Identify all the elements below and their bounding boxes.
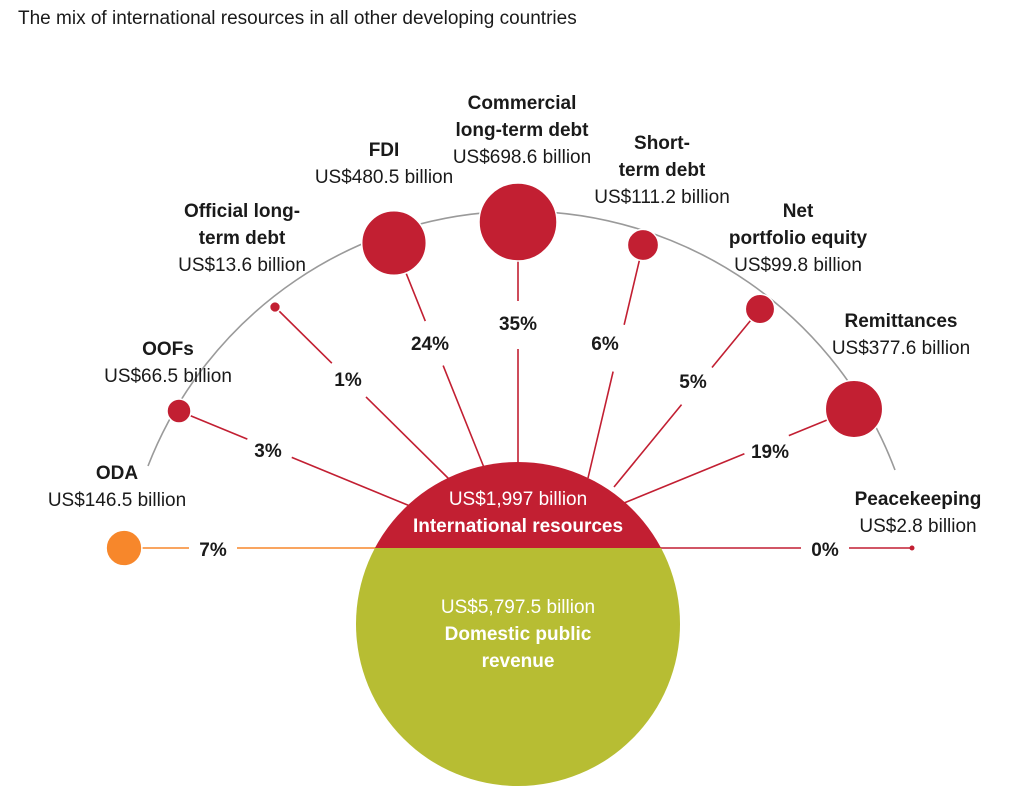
bubble-commercial [478, 182, 558, 262]
item-amount: US$66.5 billion [104, 366, 232, 387]
share-label: 24% [410, 334, 450, 355]
item-name-line2: long-term debt [455, 120, 589, 141]
item-name: FDI [368, 140, 400, 161]
item-amount: US$146.5 billion [47, 490, 187, 511]
item-name: OOFs [142, 339, 194, 360]
item-label: FDI US$480.5 billion [274, 137, 494, 191]
item-name: Remittances [844, 311, 958, 332]
item-name: Official long- [183, 201, 301, 222]
bubble-oofs [166, 398, 192, 424]
item-name-line2: portfolio equity [728, 228, 868, 249]
connector-line [587, 371, 614, 479]
item-amount: US$2.8 billion [859, 516, 977, 537]
share-label: 5% [679, 372, 707, 393]
bubble-short [626, 228, 660, 262]
bubble-net [744, 293, 776, 325]
connector-line [613, 404, 683, 488]
item-label: Short-term debt US$111.2 billion [552, 130, 772, 211]
domestic-center-label: US$5,797.5 billion Domestic public reven… [388, 594, 648, 675]
item-amount: US$111.2 billion [594, 187, 730, 208]
item-amount: US$99.8 billion [734, 255, 862, 276]
item-name: ODA [95, 463, 139, 484]
item-name-line2: term debt [618, 160, 706, 181]
item-amount: US$480.5 billion [314, 167, 454, 188]
share-label: 1% [334, 370, 362, 391]
item-amount: US$377.6 billion [831, 338, 971, 359]
domestic-label-line2: revenue [481, 651, 555, 672]
item-amount: US$13.6 billion [178, 255, 306, 276]
share-label: 7% [199, 540, 227, 561]
item-name: Net [782, 201, 814, 222]
bubble-fdi [360, 209, 428, 277]
connector-line [365, 396, 451, 481]
item-label: Net portfolio equity US$99.8 billion [688, 198, 908, 279]
connector-line [623, 453, 745, 504]
domestic-revenue-circle [356, 548, 680, 786]
item-label: Peacekeeping US$2.8 billion [808, 486, 1010, 540]
item-label: Official long-term debt US$13.6 billion [132, 198, 352, 279]
chart-title: The mix of international resources in al… [18, 8, 577, 29]
international-resources-segment [374, 462, 662, 548]
domestic-label-line1: Domestic public [444, 624, 592, 645]
international-amount: US$1,997 billion [448, 489, 588, 510]
international-label: International resources [412, 516, 624, 537]
connector-line [274, 306, 333, 364]
bubble-remittances [824, 379, 884, 439]
share-label: 3% [254, 441, 282, 462]
bubble-oda [105, 529, 143, 567]
item-label: OOFs US$66.5 billion [58, 336, 278, 390]
item-label: ODA US$146.5 billion [7, 460, 227, 514]
share-label: 35% [498, 314, 538, 335]
international-center-label: US$1,997 billion International resources [388, 486, 648, 540]
share-label: 6% [591, 334, 619, 355]
item-name: Commercial [467, 93, 577, 114]
item-label: Commercial long-term debt US$698.6 billion [412, 90, 632, 171]
bubble-peacekeeping [909, 545, 915, 551]
item-name: Peacekeeping [854, 489, 982, 510]
item-name-line2: term debt [198, 228, 286, 249]
domestic-amount: US$5,797.5 billion [440, 597, 596, 618]
item-label: Remittances US$377.6 billion [791, 308, 1010, 362]
connector-line [442, 365, 486, 471]
bubble-official-long [268, 300, 282, 314]
item-name: Short- [634, 133, 690, 154]
share-label: 19% [750, 442, 790, 463]
connector-line [291, 456, 411, 507]
item-amount: US$698.6 billion [452, 147, 592, 168]
share-label: 0% [811, 540, 839, 561]
